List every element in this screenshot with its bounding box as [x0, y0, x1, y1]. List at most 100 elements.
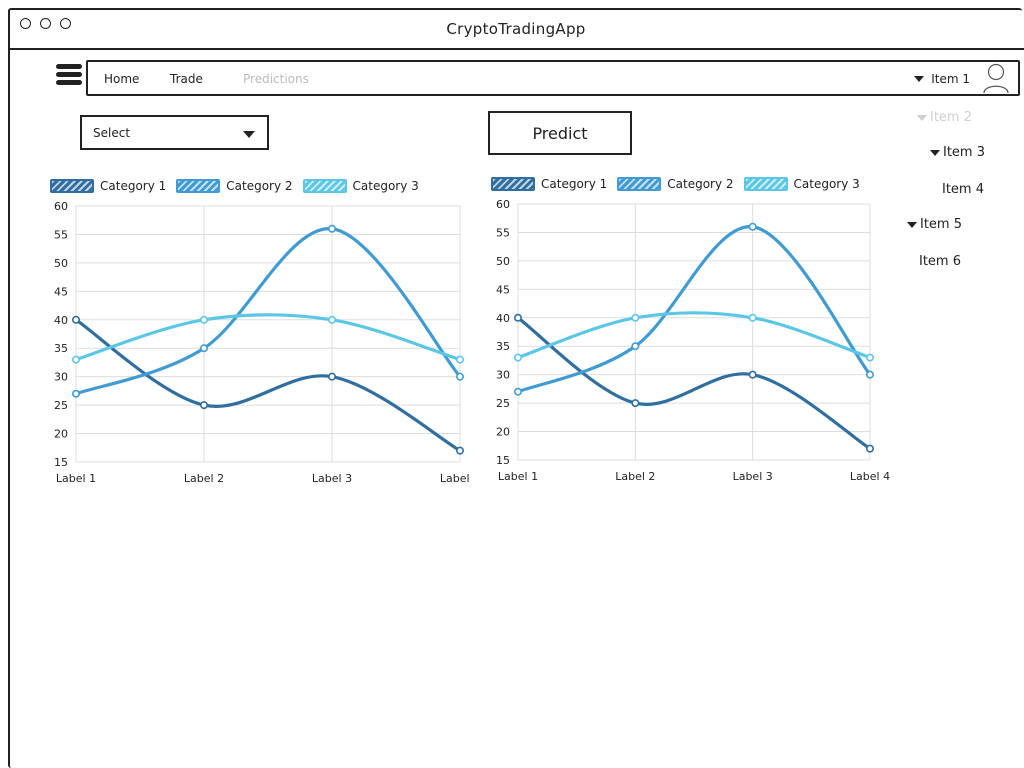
legend-item-category-3[interactable]: Category 3 — [302, 179, 419, 193]
y-tick-label: 45 — [54, 285, 68, 298]
window-minimize-icon[interactable] — [40, 18, 51, 29]
data-point-category-1[interactable] — [631, 399, 640, 408]
data-point-category-1[interactable] — [200, 401, 209, 410]
data-point-category-1[interactable] — [513, 313, 522, 322]
predict-button[interactable]: Predict — [488, 111, 632, 155]
user-menu-label: Item 1 — [931, 72, 970, 86]
data-point-category-1[interactable] — [71, 315, 80, 324]
data-point-category-3[interactable] — [513, 353, 522, 362]
data-point-category-2[interactable] — [748, 222, 757, 231]
window-maximize-icon[interactable] — [60, 18, 71, 29]
data-point-category-2[interactable] — [865, 370, 874, 379]
side-menu-item-2[interactable]: Item 2 — [917, 110, 972, 125]
coin-select-dropdown[interactable]: Select — [80, 115, 269, 150]
y-tick-label: 60 — [54, 200, 68, 213]
x-tick-label: Label 1 — [56, 472, 96, 485]
window-close-icon[interactable] — [20, 18, 31, 29]
title-bar: CryptoTradingApp — [8, 8, 1024, 50]
legend-swatch — [491, 177, 535, 191]
top-navbar: Home Trade Predictions Item 1 — [86, 60, 1020, 96]
y-tick-label: 35 — [54, 342, 68, 355]
legend-item-category-1[interactable]: Category 1 — [491, 177, 607, 191]
window-controls — [20, 18, 71, 29]
user-menu[interactable]: Item 1 — [914, 72, 970, 86]
side-menu-item-4[interactable]: Item 4 — [942, 182, 984, 197]
series-line-category-3[interactable] — [516, 311, 872, 360]
data-point-category-1[interactable] — [327, 372, 336, 381]
caret-down-icon — [907, 221, 917, 228]
data-point-category-1[interactable] — [455, 446, 464, 455]
y-tick-label: 40 — [54, 314, 68, 327]
data-point-category-2[interactable] — [631, 342, 640, 351]
series-line-category-1[interactable] — [74, 318, 462, 453]
hamburger-icon[interactable] — [56, 62, 84, 90]
legend-swatch — [176, 179, 221, 193]
data-point-category-3[interactable] — [327, 315, 336, 324]
chart-1-legend: Category 1 Category 2 Category 3 — [50, 179, 429, 193]
data-point-category-3[interactable] — [748, 313, 757, 322]
legend-swatch — [617, 177, 662, 191]
legend-item-category-2[interactable]: Category 2 — [617, 177, 734, 191]
side-menu-item-label: Item 3 — [943, 145, 985, 160]
legend-label: Category 1 — [100, 179, 167, 193]
caret-down-icon — [917, 114, 927, 121]
data-point-category-3[interactable] — [200, 315, 209, 324]
chart-grid — [75, 205, 461, 463]
nav-item-predictions[interactable]: Predictions — [243, 72, 309, 86]
data-point-category-2[interactable] — [327, 224, 336, 233]
legend-label: Category 1 — [541, 177, 608, 191]
x-tick-label: Label 4 — [850, 470, 890, 483]
legend-label: Category 3 — [352, 179, 419, 193]
y-tick-label: 60 — [496, 198, 510, 211]
chart-2-legend: Category 1 Category 2 Category 3 — [491, 177, 870, 191]
data-point-category-3[interactable] — [865, 353, 874, 362]
chart-2-line-chart: 15 20 25 30 35 40 45 50 55 60 Label 1 Label 2 Label … — [496, 198, 890, 483]
legend-item-category-3[interactable]: Category 3 — [743, 177, 860, 191]
legend-label: Category 3 — [793, 177, 860, 191]
side-menu-item-label: Item 6 — [919, 254, 961, 269]
side-menu-item-label: Item 4 — [942, 182, 984, 197]
data-point-category-1[interactable] — [865, 444, 874, 453]
y-tick-label: 45 — [496, 283, 510, 296]
series-line-category-2[interactable] — [74, 227, 462, 396]
side-menu-item-5[interactable]: Item 5 — [907, 217, 962, 232]
y-tick-label: 15 — [496, 454, 510, 467]
data-point-category-2[interactable] — [513, 387, 522, 396]
y-tick-label: 30 — [54, 371, 68, 384]
data-point-category-2[interactable] — [71, 389, 80, 398]
select-label: Select — [93, 126, 131, 140]
caret-down-icon — [914, 76, 925, 82]
legend-item-category-2[interactable]: Category 2 — [176, 179, 293, 193]
legend-item-category-1[interactable]: Category 1 — [50, 179, 166, 193]
side-menu-item-label: Item 2 — [930, 110, 972, 125]
legend-label: Category 2 — [226, 179, 293, 193]
data-point-category-2[interactable] — [455, 372, 464, 381]
x-tick-label: Label 2 — [615, 470, 655, 483]
y-tick-label: 55 — [54, 228, 68, 241]
chart-grid — [517, 203, 871, 461]
data-point-category-2[interactable] — [200, 344, 209, 353]
legend-swatch — [302, 179, 347, 193]
chart-1-line-chart: 15 20 25 30 35 40 45 50 55 60 Label 1 Label 2 Label … — [54, 200, 470, 485]
series-line-category-1[interactable] — [516, 316, 872, 451]
data-point-category-3[interactable] — [71, 355, 80, 364]
legend-swatch — [743, 177, 788, 191]
x-tick-label: Label 4 — [440, 472, 470, 485]
user-avatar-icon[interactable] — [982, 62, 1010, 94]
data-point-category-3[interactable] — [631, 313, 640, 322]
y-tick-label: 50 — [496, 255, 510, 268]
side-menu-item-label: Item 5 — [920, 217, 962, 232]
y-tick-label: 20 — [54, 428, 68, 441]
side-menu-item-3[interactable]: Item 3 — [930, 145, 985, 160]
legend-label: Category 2 — [667, 177, 734, 191]
y-tick-label: 25 — [54, 399, 68, 412]
y-tick-label: 50 — [54, 257, 68, 270]
nav-item-trade[interactable]: Trade — [170, 72, 203, 86]
series-line-category-2[interactable] — [516, 225, 872, 394]
data-point-category-3[interactable] — [455, 355, 464, 364]
series-line-category-3[interactable] — [74, 313, 462, 362]
app-title: CryptoTradingApp — [446, 20, 586, 38]
data-point-category-1[interactable] — [748, 370, 757, 379]
nav-item-home[interactable]: Home — [104, 72, 140, 86]
side-menu-item-6[interactable]: Item 6 — [919, 254, 961, 269]
